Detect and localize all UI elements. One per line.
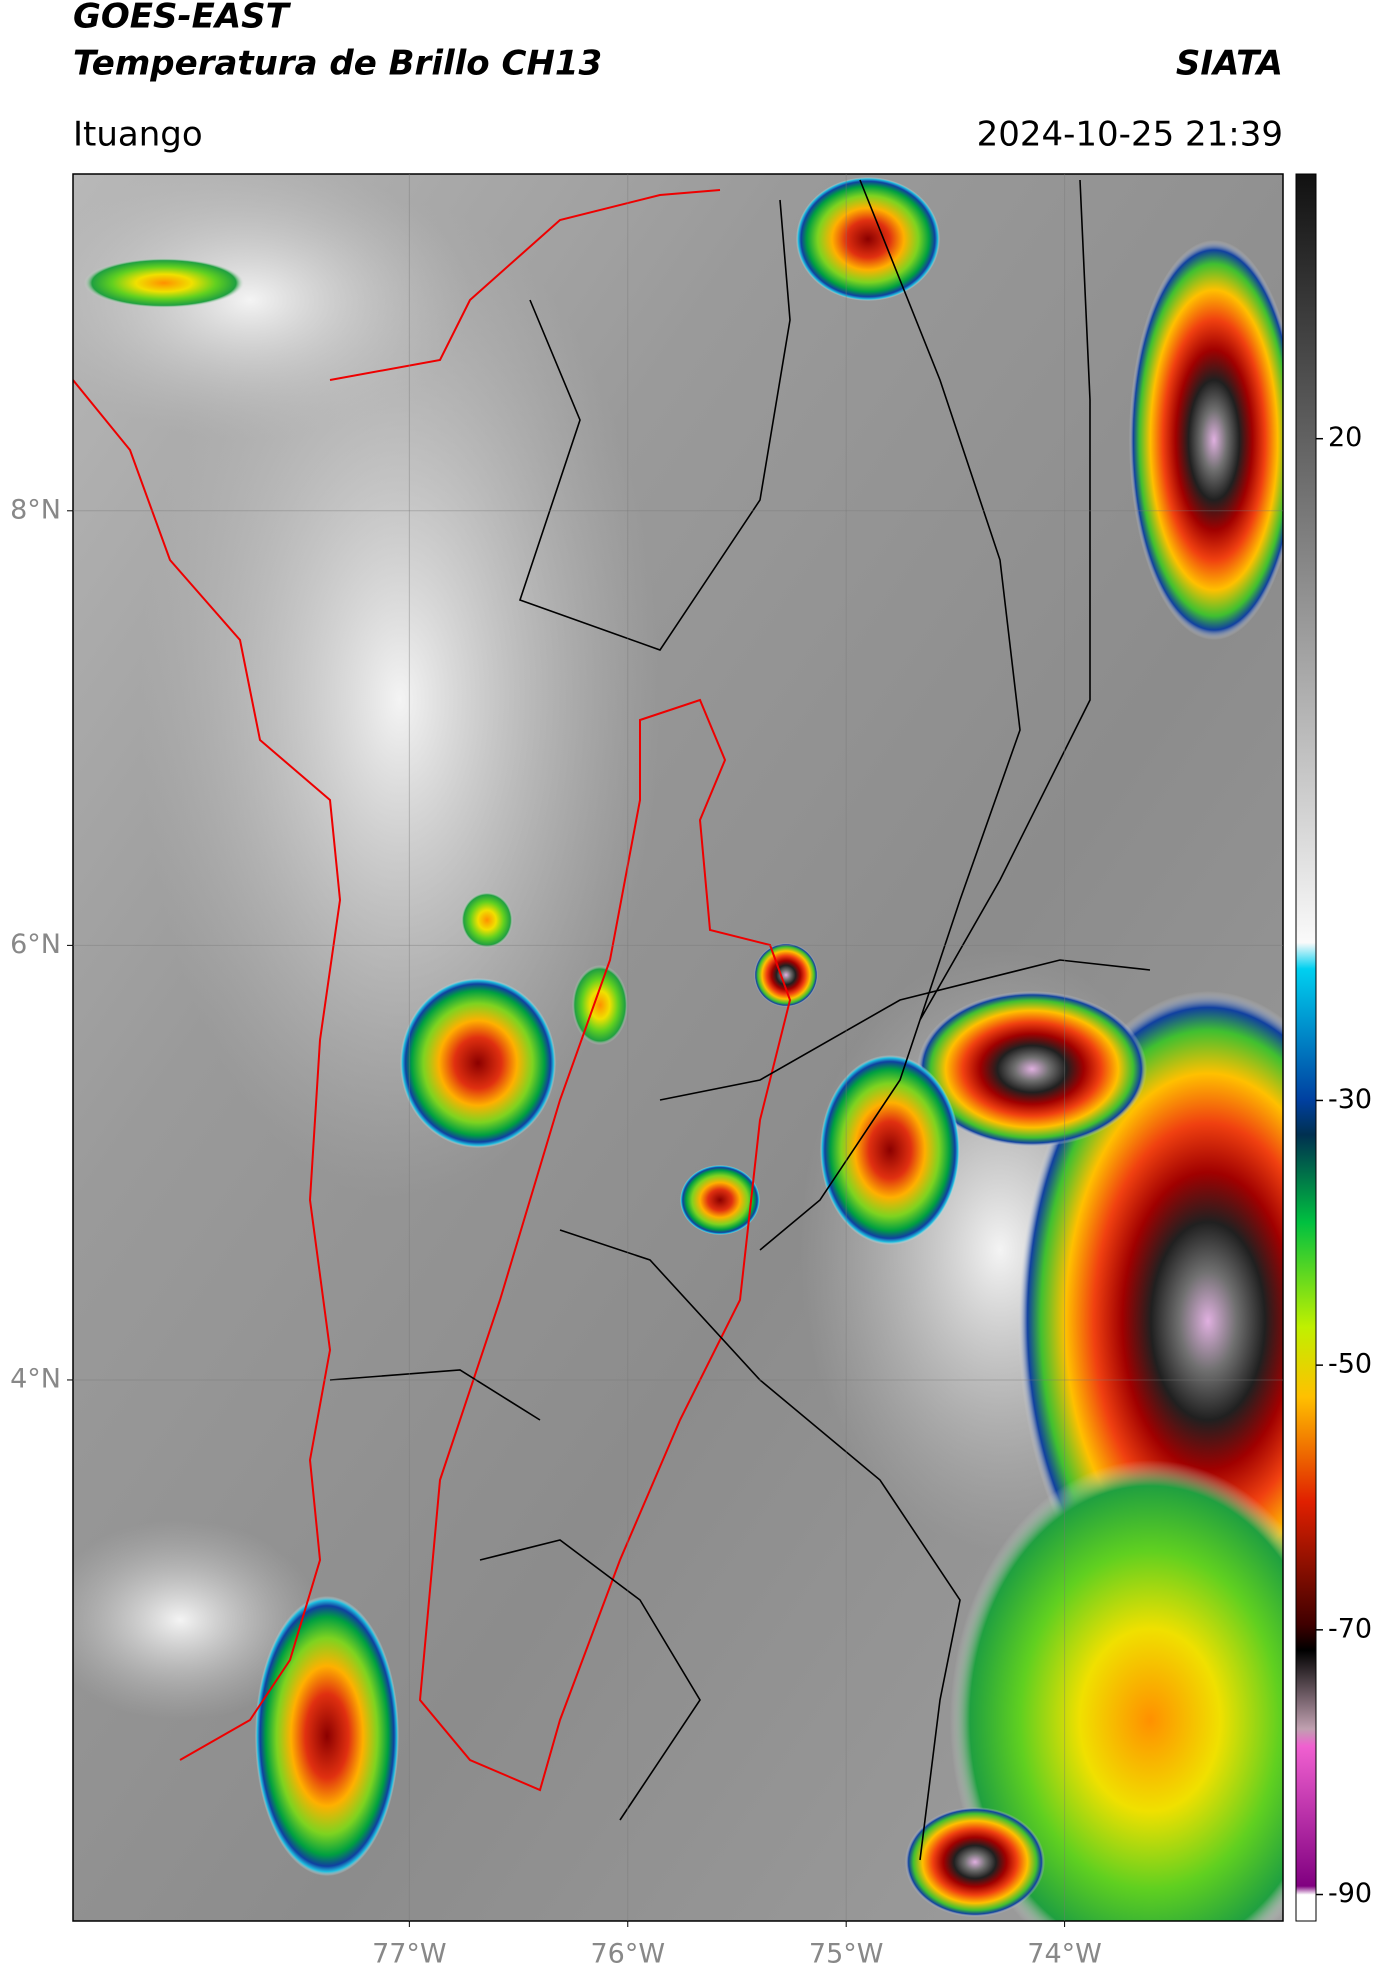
x-tick-label: 74°W — [1027, 1939, 1102, 1970]
source: SIATA — [1176, 44, 1283, 84]
colorbar — [1295, 173, 1317, 1922]
map-frame — [72, 173, 1284, 1922]
y-tick-label: 6°N — [10, 929, 61, 960]
colorbar-tick-label: -30 — [1328, 1084, 1372, 1115]
colorbar-tick-label: 20 — [1328, 422, 1362, 453]
x-tick-label: 77°W — [372, 1939, 447, 1970]
map-image — [73, 174, 1283, 1921]
y-tick-label: 8°N — [10, 494, 61, 525]
location: Ituango — [73, 115, 203, 155]
colorbar-tick-label: -90 — [1328, 1878, 1372, 1909]
timestamp: 2024-10-25 21:39 — [977, 115, 1283, 155]
colorbar-tick-label: -70 — [1328, 1613, 1372, 1644]
title: GOES-EAST — [73, 0, 292, 37]
x-tick-label: 76°W — [590, 1939, 665, 1970]
x-tick-label: 75°W — [809, 1939, 884, 1970]
colorbar-tick-label: -50 — [1328, 1349, 1372, 1380]
subtitle: Temperatura de Brillo CH13 — [73, 44, 602, 84]
y-tick-label: 4°N — [10, 1363, 61, 1394]
